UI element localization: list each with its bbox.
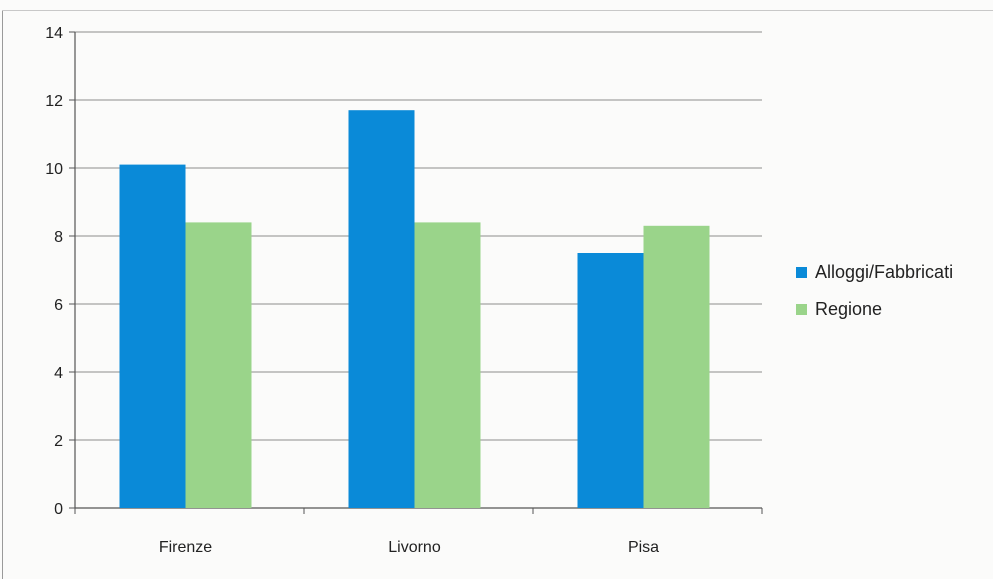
y-tick-label: 12 [45, 93, 63, 110]
x-tick-label: Livorno [388, 539, 441, 556]
y-tick-label: 10 [45, 161, 63, 178]
bar-livorno-regione [414, 222, 481, 508]
bar-firenze-regione [185, 222, 252, 508]
bar-firenze-alloggi-fabbricati [119, 164, 186, 508]
legend-label: Alloggi/Fabbricati [815, 262, 953, 282]
legend-swatch [796, 304, 807, 315]
bar-pisa-regione [643, 225, 710, 509]
y-tick-label: 8 [54, 229, 63, 246]
bar-pisa-alloggi-fabbricati [577, 253, 644, 508]
y-tick-label: 14 [45, 25, 63, 42]
legend-swatch [796, 267, 807, 278]
legend-label: Regione [815, 299, 882, 319]
y-tick-label: 4 [54, 365, 63, 382]
x-tick-label: Pisa [628, 539, 659, 556]
frame-left-edge [2, 10, 3, 579]
y-tick-label: 0 [54, 501, 63, 518]
x-tick-label: Firenze [159, 539, 212, 556]
y-tick-label: 2 [54, 433, 63, 450]
y-tick-label: 6 [54, 297, 63, 314]
frame-top-edge [2, 10, 993, 11]
bar-livorno-alloggi-fabbricati [348, 110, 415, 508]
